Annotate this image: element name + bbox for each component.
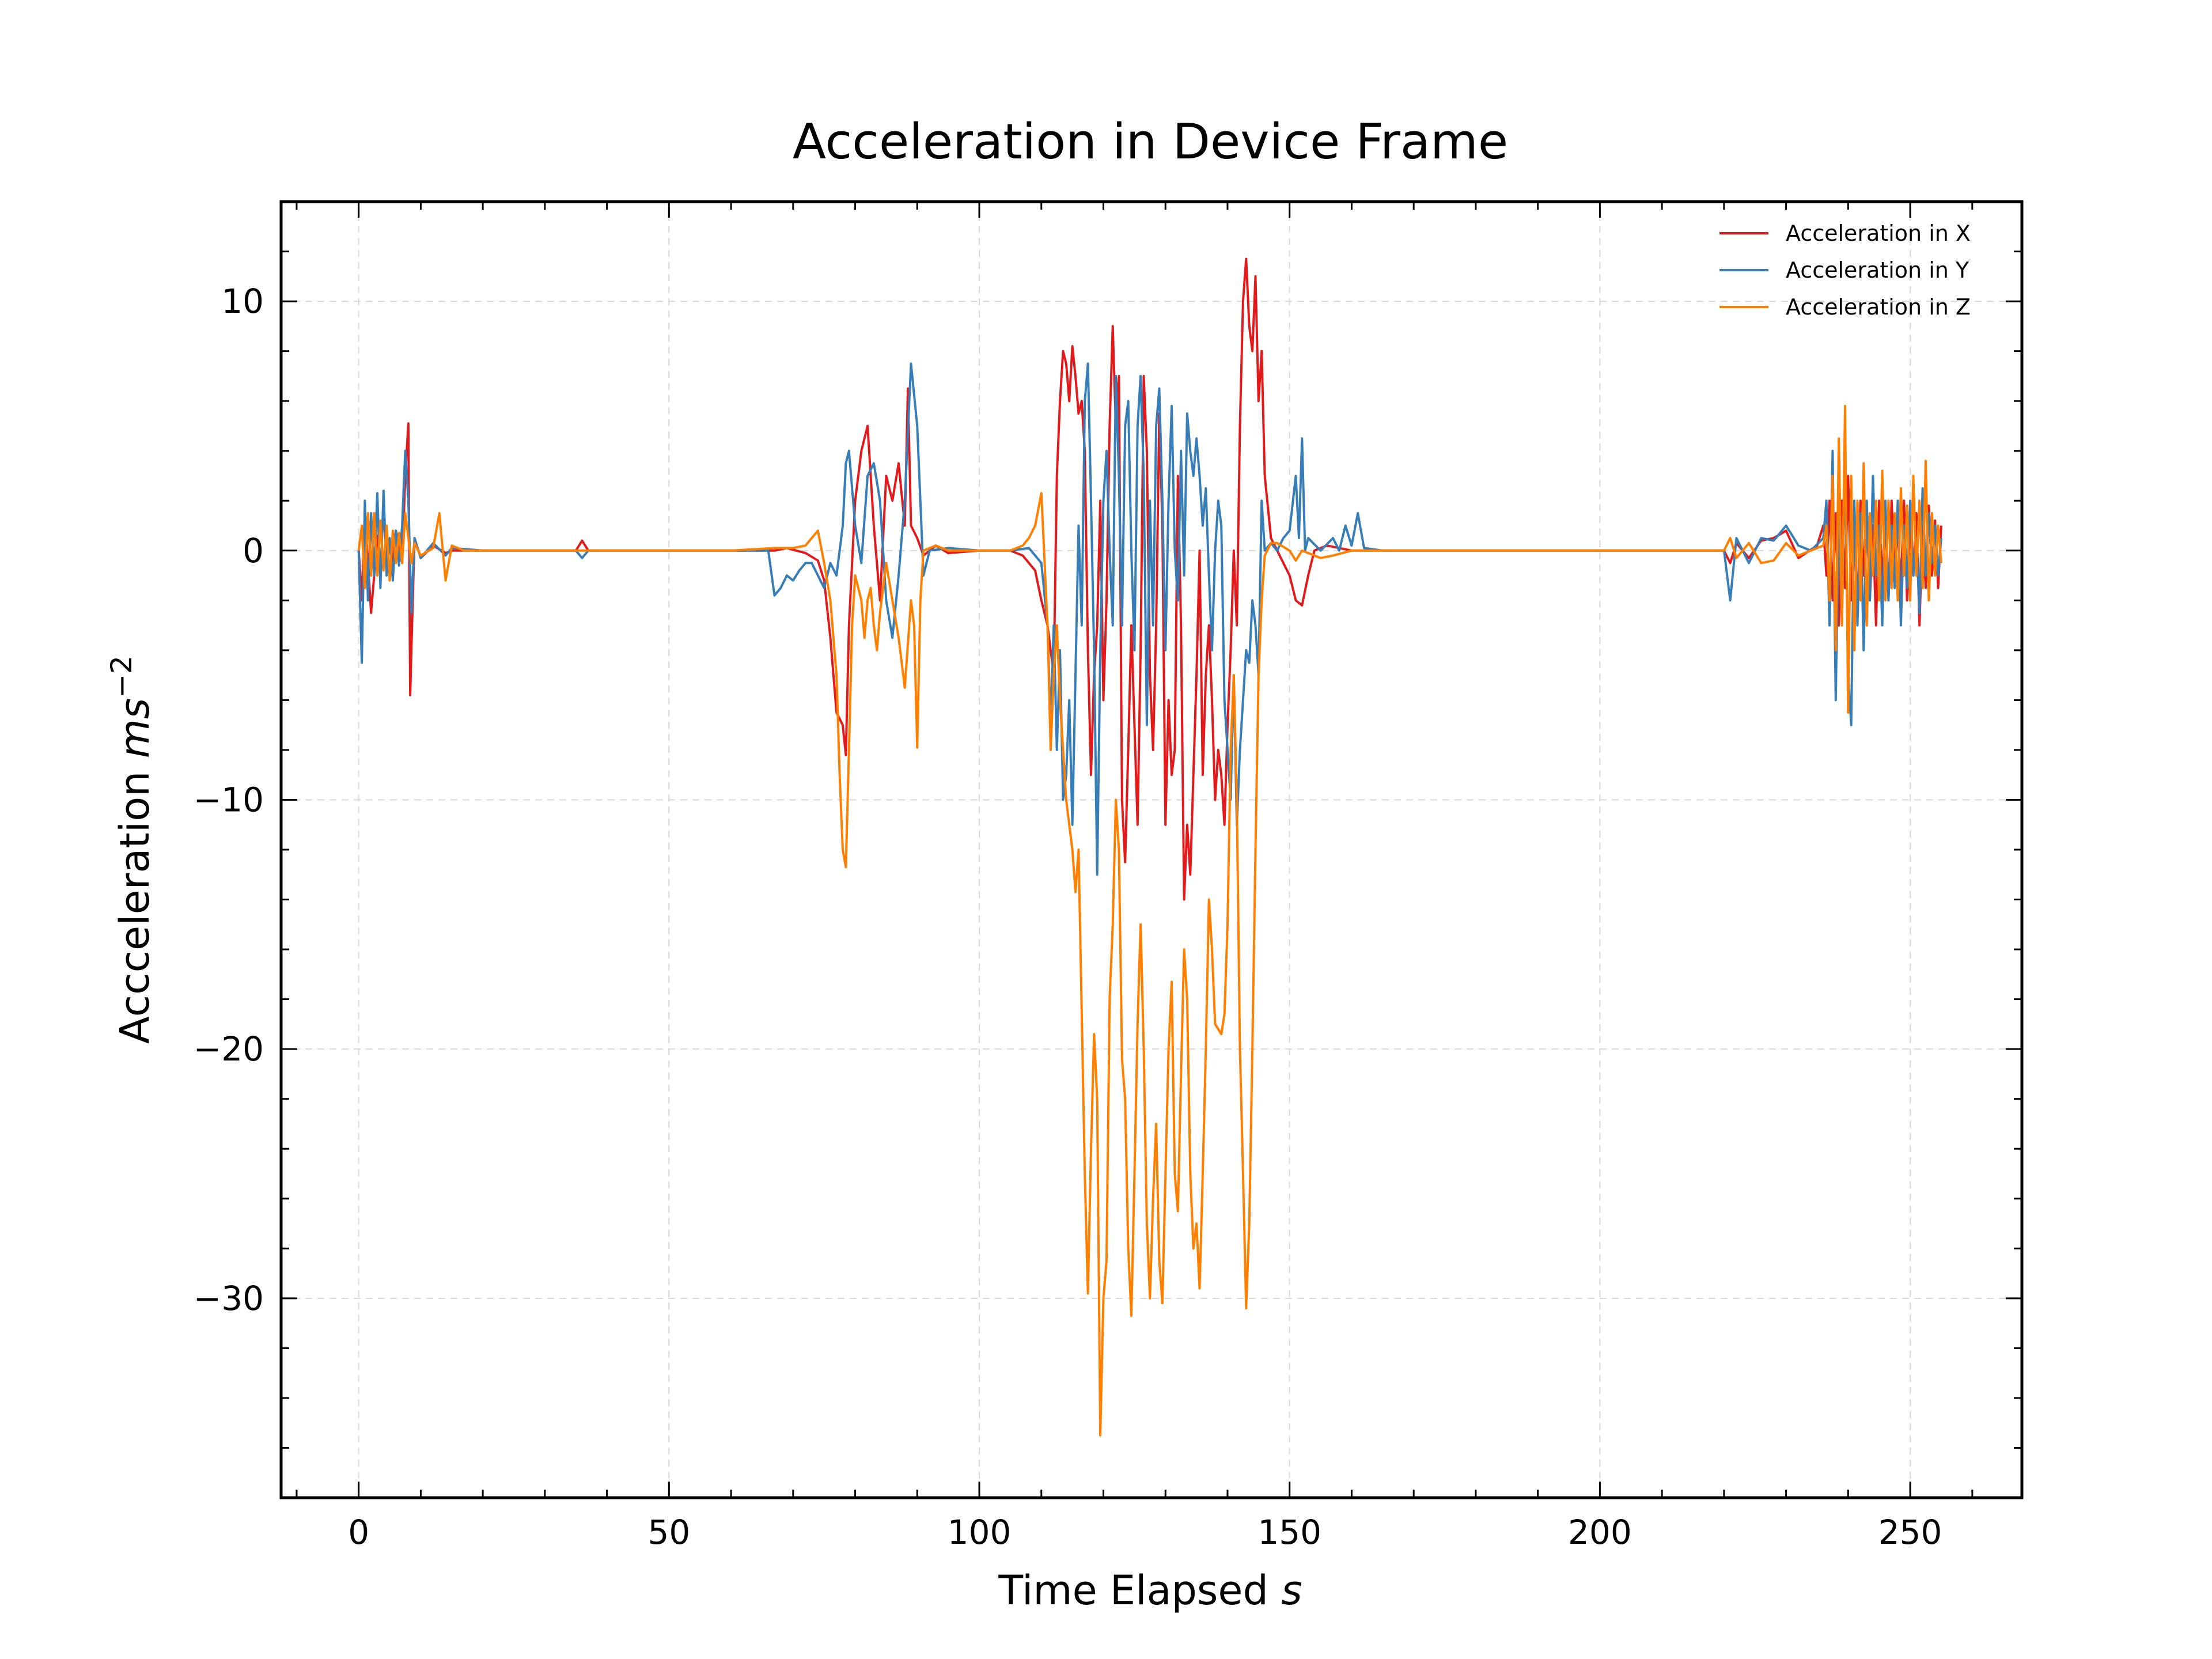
legend-label-y: Acceleration in Y: [1786, 257, 1969, 283]
series-line-y: [357, 362, 1942, 876]
y-axis-ticks: 10 0 −10 −20 −30: [194, 200, 2022, 1499]
legend: Acceleration in X Acceleration in Y Accele…: [1719, 221, 1971, 320]
y-tick-label: 10: [221, 282, 264, 321]
series-group: [357, 257, 1942, 1437]
y-axis-title-group: Accceleration ms−2: [105, 656, 158, 1044]
y-axis-title-text: Accceleration: [111, 771, 158, 1044]
series-line-z: [357, 404, 1942, 1437]
x-tick-label: 50: [647, 1513, 690, 1552]
y-axis-unit-exponent: −2: [105, 656, 138, 698]
legend-label-z: Acceleration in Z: [1786, 294, 1971, 320]
x-axis-title: Time Elapsed s: [998, 1567, 1302, 1614]
y-tick-label: 0: [243, 531, 264, 570]
x-axis-title-text: Time Elapsed: [998, 1567, 1268, 1614]
x-tick-label: 200: [1568, 1513, 1632, 1552]
y-tick-label: −10: [194, 780, 264, 819]
x-tick-label: 250: [1878, 1513, 1942, 1552]
x-axis-ticks: 0 50 100 150 200 250: [296, 202, 1974, 1552]
legend-label-x: Acceleration in X: [1786, 221, 1971, 246]
x-axis-unit: s: [1281, 1567, 1302, 1614]
y-axis-title: Accceleration ms−2: [105, 656, 158, 1044]
y-tick-label: −20: [194, 1029, 264, 1069]
axes-frame: [279, 200, 2024, 1499]
x-tick-label: 100: [948, 1513, 1012, 1552]
y-tick-label: −30: [194, 1279, 264, 1318]
x-tick-label: 150: [1257, 1513, 1321, 1552]
y-axis-unit: ms: [111, 698, 158, 759]
chart-title: Acceleration in Device Frame: [793, 113, 1508, 171]
grid: [281, 202, 2022, 1498]
x-tick-label: 0: [348, 1513, 369, 1552]
